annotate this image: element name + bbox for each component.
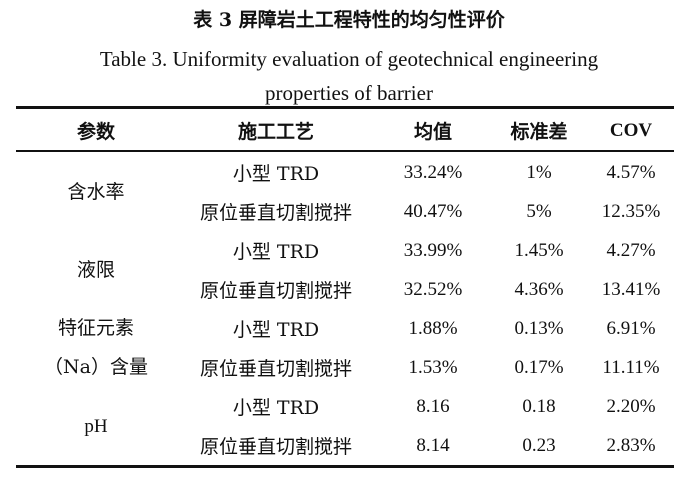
method-cell: 原位垂直切割搅拌: [199, 436, 352, 458]
parameter-water-content: 含水率: [67, 180, 125, 203]
method-cell: 原位垂直切割搅拌: [199, 202, 352, 224]
mean-cell: 1.88%: [408, 317, 458, 339]
mean-cell: 8.14: [416, 434, 450, 456]
table-row: 原位垂直切割搅拌 40.47% 5% 12.35%: [16, 192, 674, 231]
table-row: 小型 TRD 1.88% 0.13% 6.91%: [16, 309, 674, 348]
method-cell: 原位垂直切割搅拌: [199, 358, 352, 380]
table-row: 原位垂直切割搅拌 32.52% 4.36% 13.41%: [16, 270, 674, 309]
header-cov: COV: [609, 119, 653, 141]
method-cell: 小型 TRD: [232, 241, 320, 263]
parameter-na-content: 特征元素 （Na）含量: [16, 309, 176, 387]
table-row: 小型 TRD 8.16 0.18 2.20%: [16, 387, 674, 426]
method-cell: 小型 TRD: [232, 397, 320, 419]
mean-cell: 40.47%: [403, 200, 463, 222]
cov-cell: 2.83%: [606, 434, 656, 456]
header-std: 标准差: [510, 121, 568, 143]
table-bottom-rule: [16, 465, 674, 468]
cov-cell: 11.11%: [602, 356, 660, 378]
method-cell: 原位垂直切割搅拌: [199, 280, 352, 302]
cov-cell: 4.57%: [606, 161, 656, 183]
mean-cell: 1.53%: [408, 356, 458, 378]
std-cell: 0.13%: [514, 317, 564, 339]
parameter-na-line2: （Na）含量: [44, 356, 148, 378]
cov-cell: 2.20%: [606, 395, 656, 417]
cov-cell: 4.27%: [606, 239, 656, 261]
std-cell: 1.45%: [514, 239, 564, 261]
method-cell: 小型 TRD: [232, 163, 320, 185]
table-row: 小型 TRD 33.99% 1.45% 4.27%: [16, 231, 674, 270]
std-cell: 0.18: [522, 395, 556, 417]
table-header-rule: [16, 150, 674, 152]
mean-cell: 33.24%: [403, 161, 463, 183]
std-cell: 0.23: [522, 434, 556, 456]
mean-cell: 33.99%: [403, 239, 463, 261]
mean-cell: 8.16: [416, 395, 450, 417]
header-mean: 均值: [413, 121, 452, 143]
parameter-na-line1: 特征元素: [57, 317, 134, 339]
table-caption-english: Table 3. Uniformity evaluation of geotec…: [99, 47, 599, 105]
header-method: 施工工艺: [237, 121, 314, 143]
std-cell: 1%: [526, 161, 552, 183]
parameter-liquid-limit: 液限: [76, 258, 115, 281]
table-row: 原位垂直切割搅拌 8.14 0.23 2.83%: [16, 426, 674, 465]
std-cell: 4.36%: [514, 278, 564, 300]
table-caption-chinese: 表 3 屏障岩土工程特性的均匀性评价: [193, 9, 505, 31]
cov-cell: 13.41%: [601, 278, 661, 300]
cov-cell: 12.35%: [601, 200, 661, 222]
parameter-ph: pH: [84, 415, 108, 437]
table-header-row: 参数 施工工艺 均值 标准差 COV: [16, 111, 674, 150]
std-cell: 5%: [526, 200, 552, 222]
mean-cell: 32.52%: [403, 278, 463, 300]
table-row: 小型 TRD 33.24% 1% 4.57%: [16, 153, 674, 192]
table-row: 原位垂直切割搅拌 1.53% 0.17% 11.11%: [16, 348, 674, 387]
std-cell: 0.17%: [514, 356, 564, 378]
method-cell: 小型 TRD: [232, 319, 320, 341]
table-top-rule: [16, 106, 674, 109]
header-parameter: 参数: [76, 121, 115, 143]
cov-cell: 6.91%: [606, 317, 656, 339]
